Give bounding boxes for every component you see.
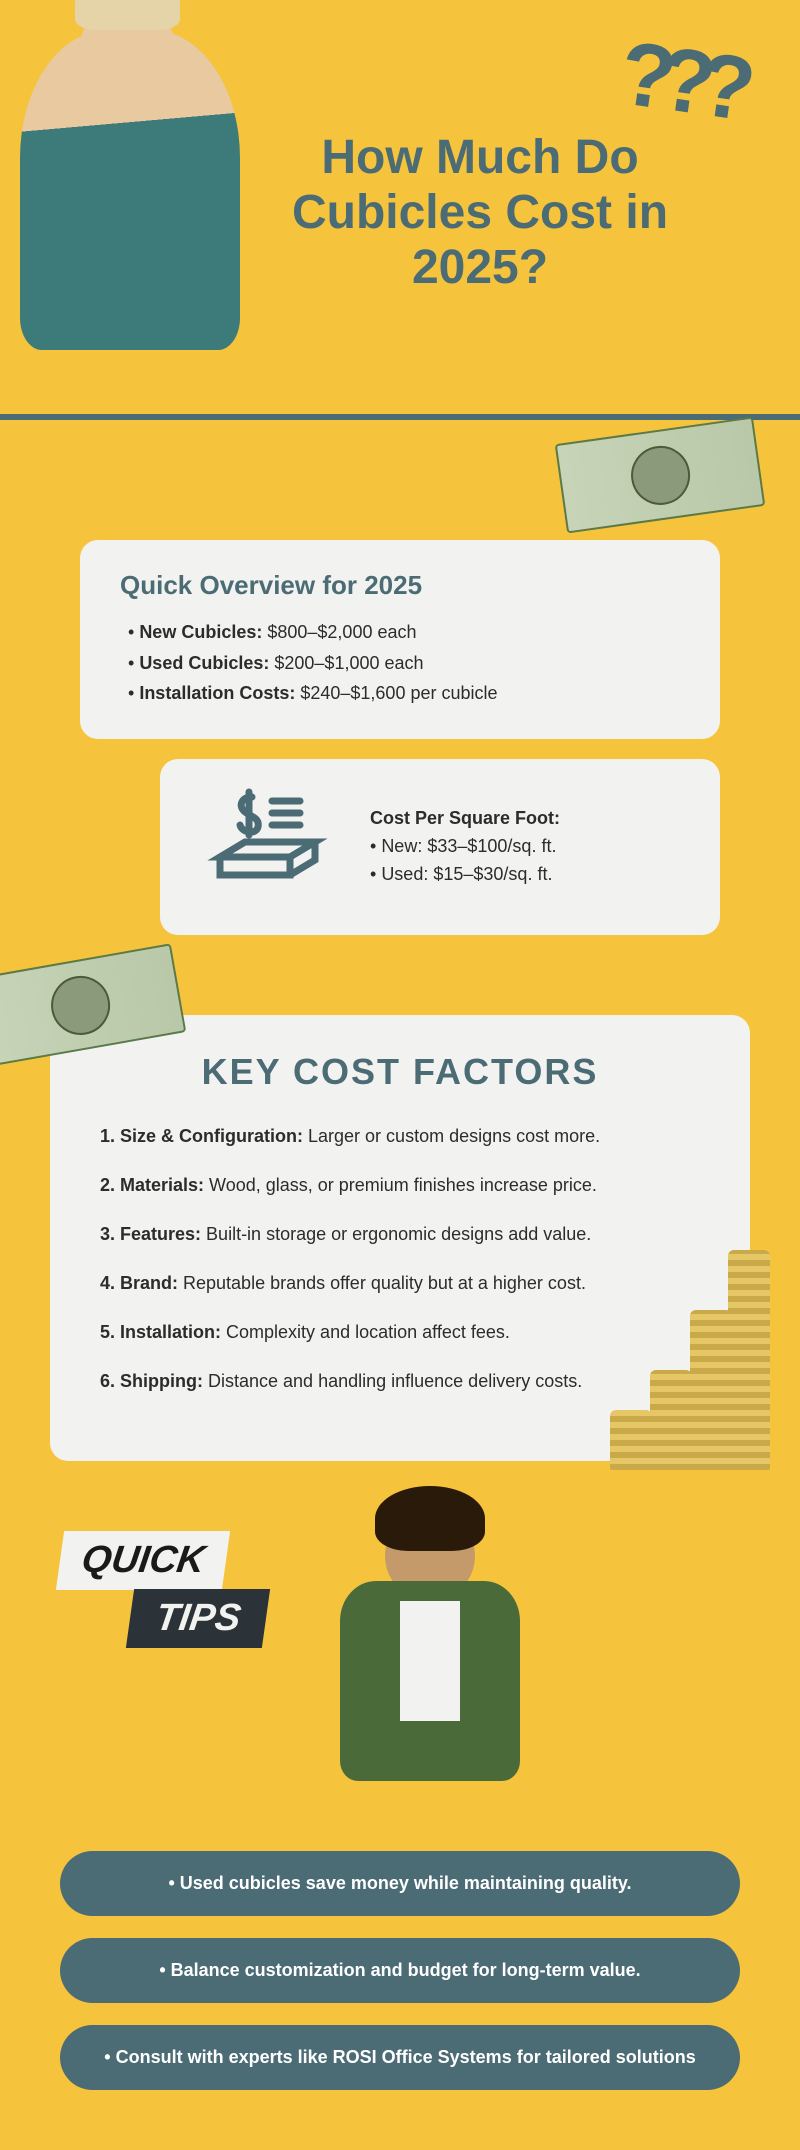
quick-label-top: QUICK: [56, 1531, 231, 1590]
cost-per-sqft-icon: [200, 787, 340, 907]
page-title: How Much Do Cubicles Cost in 2025?: [240, 130, 720, 296]
overview-title: Quick Overview for 2025: [120, 570, 680, 601]
factor-item: 2. Materials: Wood, glass, or premium fi…: [100, 1172, 700, 1199]
quick-tips-section: QUICK TIPS • Used cubicles save money wh…: [0, 1531, 800, 2090]
overview-list: • New Cubicles: $800–$2,000 each • Used …: [120, 617, 680, 709]
tips-list: • Used cubicles save money while maintai…: [60, 1851, 740, 2090]
overview-item: • Used Cubicles: $200–$1,000 each: [128, 648, 680, 679]
overview-card: Quick Overview for 2025 • New Cubicles: …: [80, 540, 720, 739]
overview-item: • Installation Costs: $240–$1,600 per cu…: [128, 678, 680, 709]
tip-pill: • Balance customization and budget for l…: [60, 1938, 740, 2003]
tip-pill: • Used cubicles save money while maintai…: [60, 1851, 740, 1916]
sqft-text: Cost Per Square Foot: • New: $33–$100/sq…: [370, 805, 560, 889]
quick-label-bottom: TIPS: [126, 1589, 271, 1648]
header: ??? How Much Do Cubicles Cost in 2025?: [0, 0, 800, 420]
sqft-item: • New: $33–$100/sq. ft.: [370, 833, 560, 861]
tip-pill: • Consult with experts like ROSI Office …: [60, 2025, 740, 2090]
overview-item: • New Cubicles: $800–$2,000 each: [128, 617, 680, 648]
person-pointing-illustration: [320, 1501, 540, 1781]
coin-stacks-icon: [610, 1230, 770, 1470]
question-marks-icon: ???: [613, 22, 746, 141]
sqft-card: Cost Per Square Foot: • New: $33–$100/sq…: [160, 759, 720, 935]
factor-item: 1. Size & Configuration: Larger or custo…: [100, 1123, 700, 1150]
sqft-item: • Used: $15–$30/sq. ft.: [370, 861, 560, 889]
person-thinking-illustration: [20, 30, 240, 350]
factors-title: KEY COST FACTORS: [100, 1051, 700, 1093]
money-bill-icon: [555, 417, 766, 534]
quick-tips-label: QUICK TIPS: [60, 1531, 300, 1651]
